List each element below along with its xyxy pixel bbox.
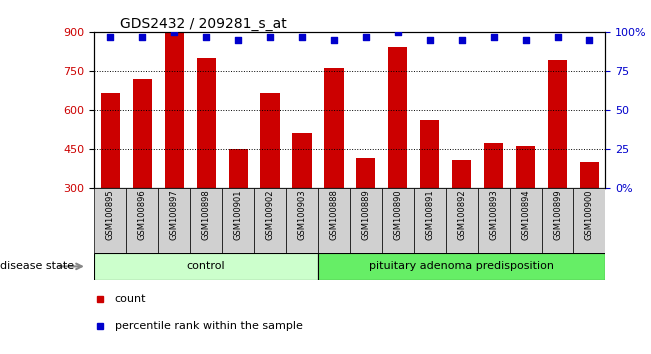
Point	[584, 37, 594, 42]
Bar	[516, 146, 535, 266]
Bar	[484, 143, 503, 266]
Text: GSM100895: GSM100895	[106, 190, 115, 240]
Bar	[197, 58, 215, 266]
Bar	[254, 188, 286, 253]
Text: GSM100902: GSM100902	[266, 190, 275, 240]
Point	[393, 29, 403, 35]
Point	[488, 34, 499, 39]
Text: GSM100888: GSM100888	[329, 190, 339, 240]
Bar	[260, 93, 280, 266]
Text: GSM100900: GSM100900	[585, 190, 594, 240]
Point	[424, 37, 435, 42]
Point	[297, 34, 307, 39]
Bar	[420, 120, 439, 266]
Text: GSM100896: GSM100896	[138, 190, 147, 240]
Bar	[580, 162, 599, 266]
Text: GSM100898: GSM100898	[202, 190, 211, 240]
Bar	[382, 188, 414, 253]
Text: GSM100890: GSM100890	[393, 190, 402, 240]
Text: percentile rank within the sample: percentile rank within the sample	[115, 321, 303, 331]
Bar	[229, 149, 247, 266]
Bar	[356, 158, 376, 266]
Bar	[94, 188, 126, 253]
Bar	[222, 188, 254, 253]
Point	[137, 34, 148, 39]
Point	[361, 34, 371, 39]
Bar	[190, 188, 222, 253]
Bar	[165, 33, 184, 266]
Bar	[318, 253, 605, 280]
Point	[265, 34, 275, 39]
Text: GSM100901: GSM100901	[234, 190, 243, 240]
Bar	[158, 188, 190, 253]
Bar	[350, 188, 382, 253]
Text: GSM100891: GSM100891	[425, 190, 434, 240]
Bar	[324, 68, 344, 266]
Bar	[574, 188, 605, 253]
Point	[105, 34, 116, 39]
Bar	[133, 79, 152, 266]
Bar	[126, 188, 158, 253]
Bar	[94, 253, 318, 280]
Text: pituitary adenoma predisposition: pituitary adenoma predisposition	[369, 261, 554, 272]
Bar	[452, 160, 471, 266]
Text: GSM100893: GSM100893	[489, 190, 498, 240]
Bar	[548, 61, 567, 266]
Text: count: count	[115, 294, 146, 304]
Text: GSM100894: GSM100894	[521, 190, 530, 240]
Bar	[414, 188, 446, 253]
Bar	[388, 47, 408, 266]
Text: disease state: disease state	[0, 261, 74, 272]
Bar	[101, 93, 120, 266]
Point	[201, 34, 212, 39]
Text: GSM100897: GSM100897	[170, 190, 179, 240]
Text: GSM100889: GSM100889	[361, 190, 370, 240]
Bar	[318, 188, 350, 253]
Point	[552, 34, 562, 39]
Bar	[286, 188, 318, 253]
Point	[233, 37, 243, 42]
Bar	[292, 133, 312, 266]
Text: GSM100903: GSM100903	[298, 190, 307, 240]
Point	[456, 37, 467, 42]
Point	[169, 29, 180, 35]
Bar	[542, 188, 574, 253]
Text: GSM100892: GSM100892	[457, 190, 466, 240]
Bar	[510, 188, 542, 253]
Text: GDS2432 / 209281_s_at: GDS2432 / 209281_s_at	[120, 17, 286, 31]
Text: control: control	[187, 261, 225, 272]
Text: GSM100899: GSM100899	[553, 190, 562, 240]
Bar	[478, 188, 510, 253]
Point	[520, 37, 531, 42]
Point	[329, 37, 339, 42]
Bar	[446, 188, 478, 253]
